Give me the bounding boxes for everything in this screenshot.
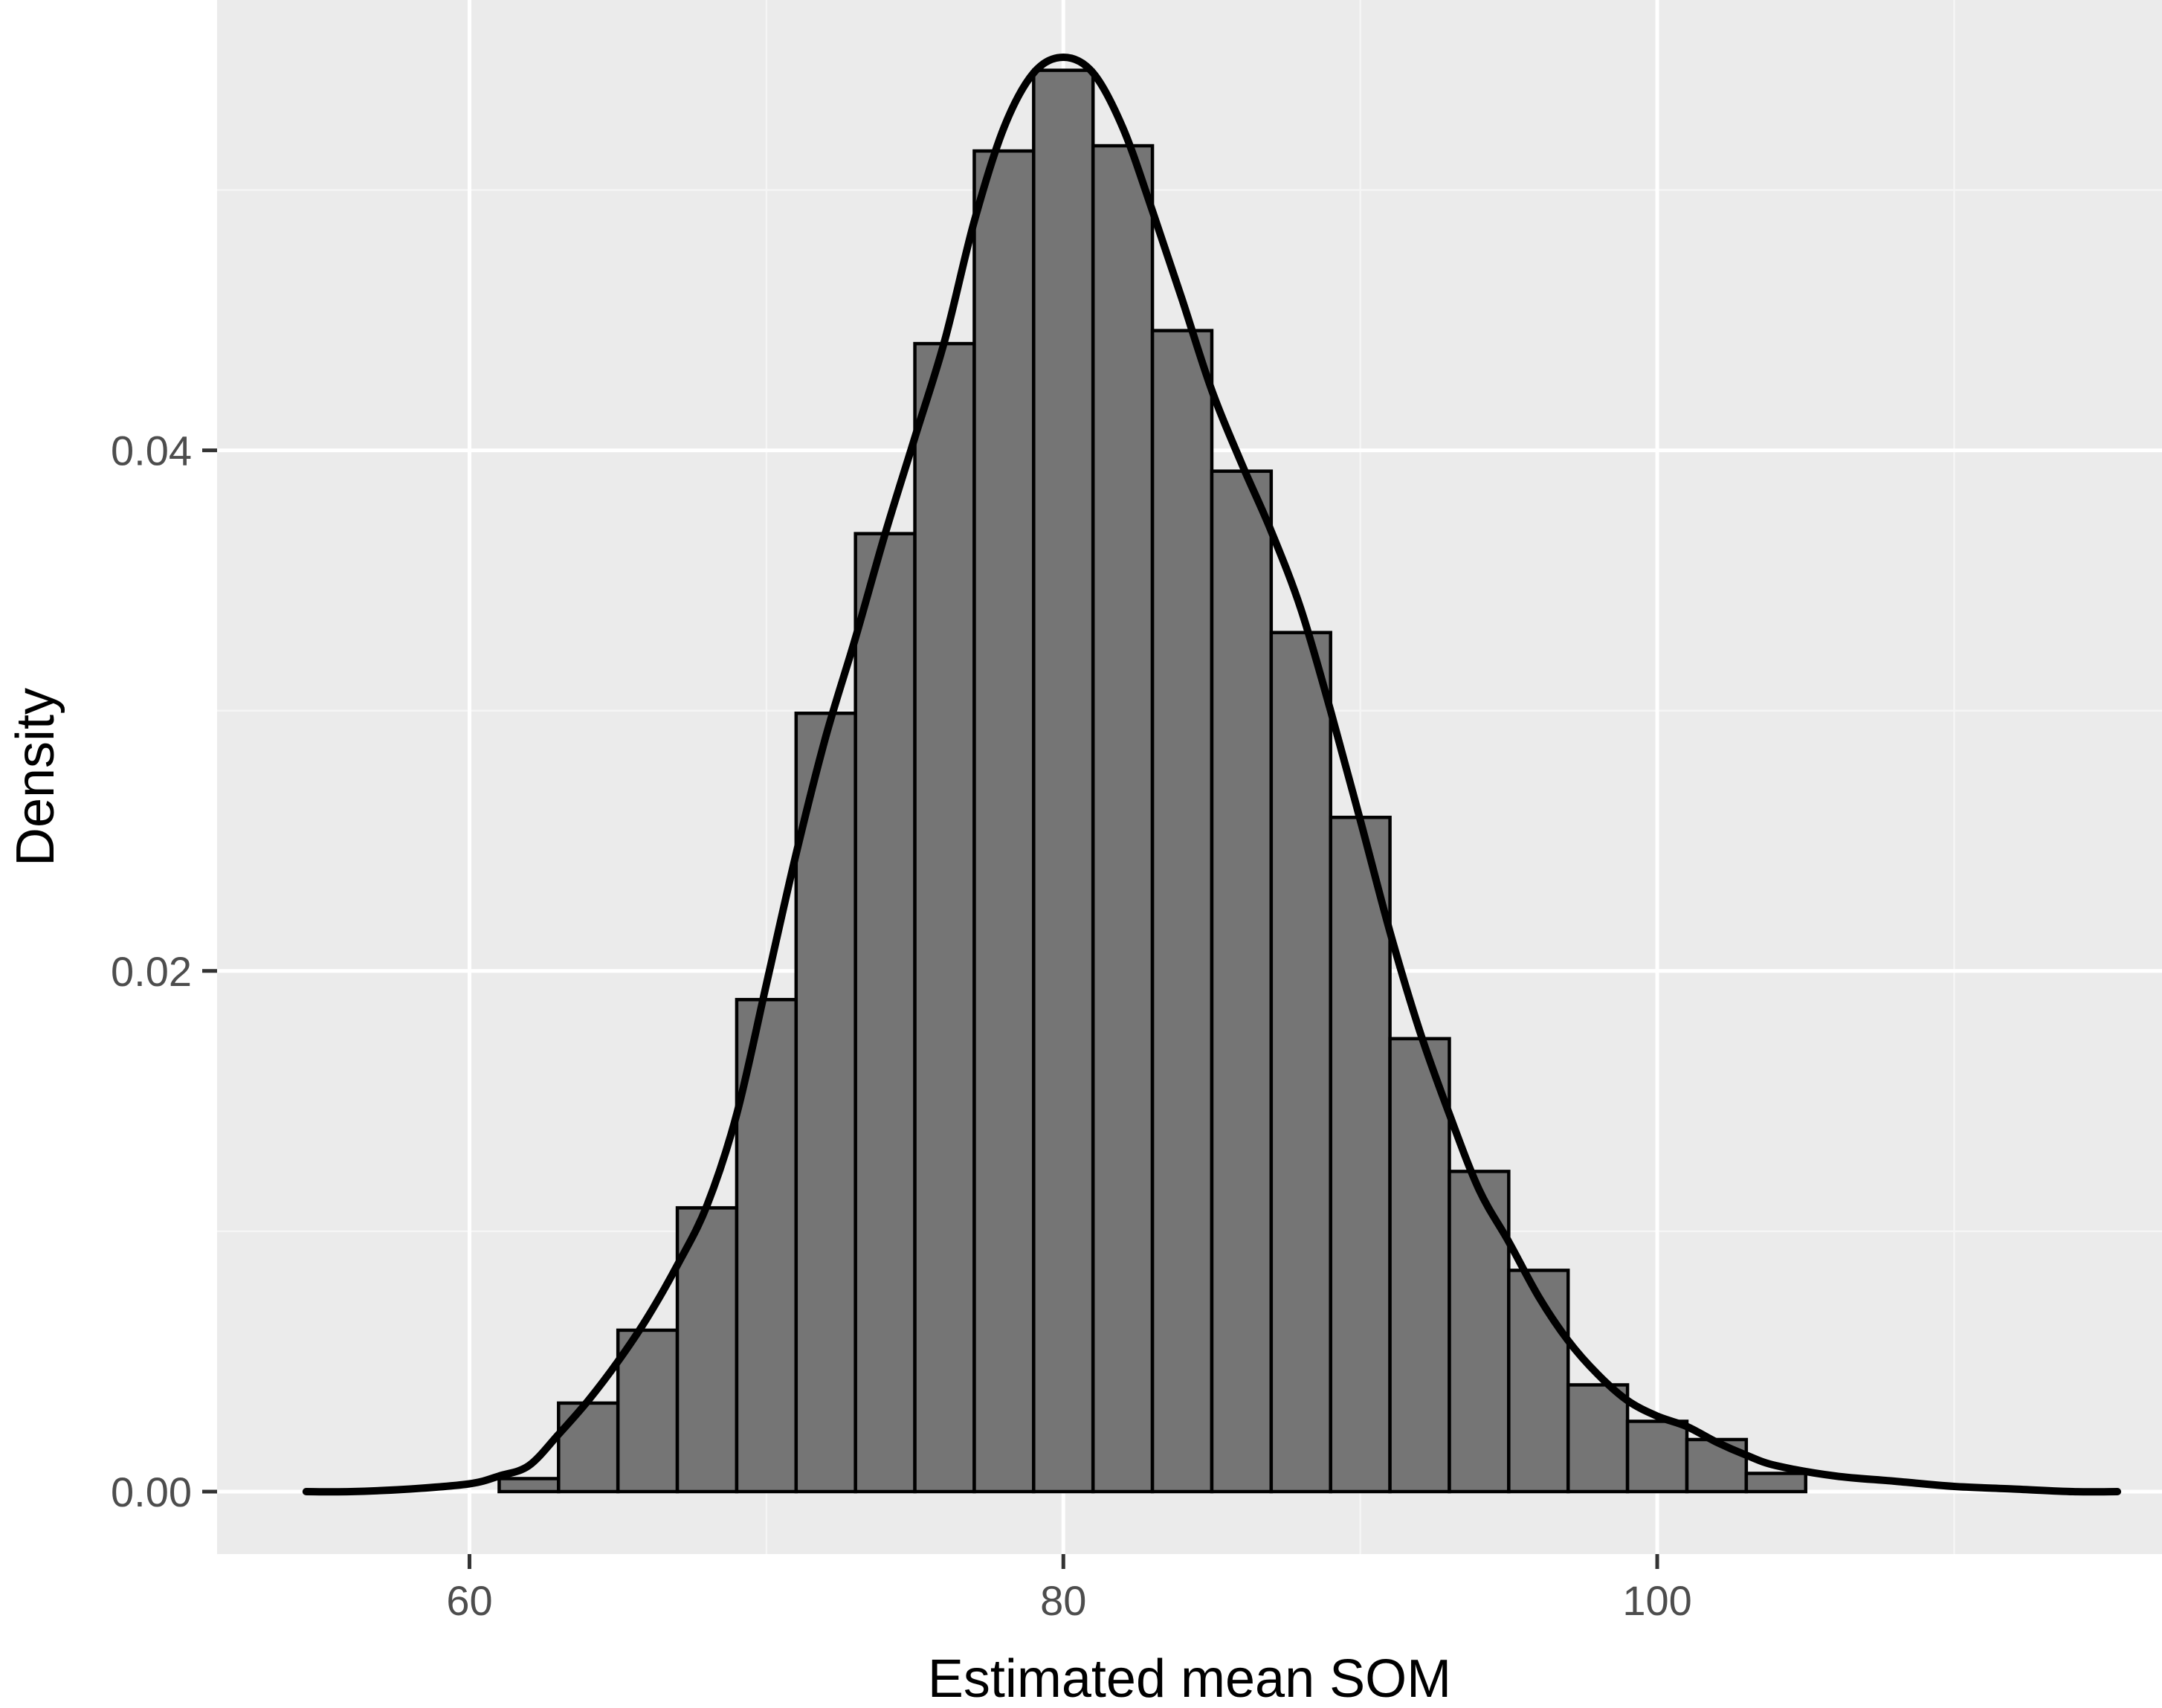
histogram-bar	[1507, 1269, 1570, 1494]
histogram-bar	[1329, 816, 1392, 1494]
histogram-bar	[557, 1401, 620, 1494]
histogram-bar	[1210, 469, 1274, 1494]
histogram-bar	[1685, 1437, 1749, 1494]
histogram-bar	[497, 1477, 561, 1494]
x-axis-title: Estimated mean SOM	[928, 1649, 1451, 1704]
x-axis: 60 80 100	[446, 1554, 1692, 1624]
histogram-bar	[1091, 144, 1155, 1494]
histogram-bar	[1388, 1037, 1451, 1494]
y-axis-title: Density	[6, 688, 65, 866]
histogram-bar	[1448, 1170, 1511, 1494]
y-tick-label: 0.04	[111, 428, 192, 474]
histogram-bar	[913, 341, 976, 1494]
histogram-bar	[1269, 631, 1332, 1494]
x-tick-label: 60	[446, 1577, 492, 1624]
histogram-bar	[1566, 1383, 1630, 1494]
y-axis: 0.00 0.02 0.04	[111, 428, 217, 1515]
histogram-bar	[616, 1328, 680, 1494]
histogram-bar	[972, 149, 1036, 1494]
y-tick-label: 0.02	[111, 948, 192, 995]
histogram-bars	[497, 68, 1807, 1494]
histogram-bar	[853, 532, 917, 1494]
x-tick-label: 100	[1622, 1577, 1691, 1624]
histogram-bar	[1032, 68, 1095, 1494]
density-curve	[302, 54, 2122, 1496]
y-tick-label: 0.00	[111, 1469, 192, 1515]
histogram-bar	[1150, 329, 1214, 1494]
x-tick-label: 80	[1040, 1577, 1086, 1624]
histogram-bar	[1625, 1419, 1689, 1494]
histogram-bar	[1744, 1472, 1807, 1494]
